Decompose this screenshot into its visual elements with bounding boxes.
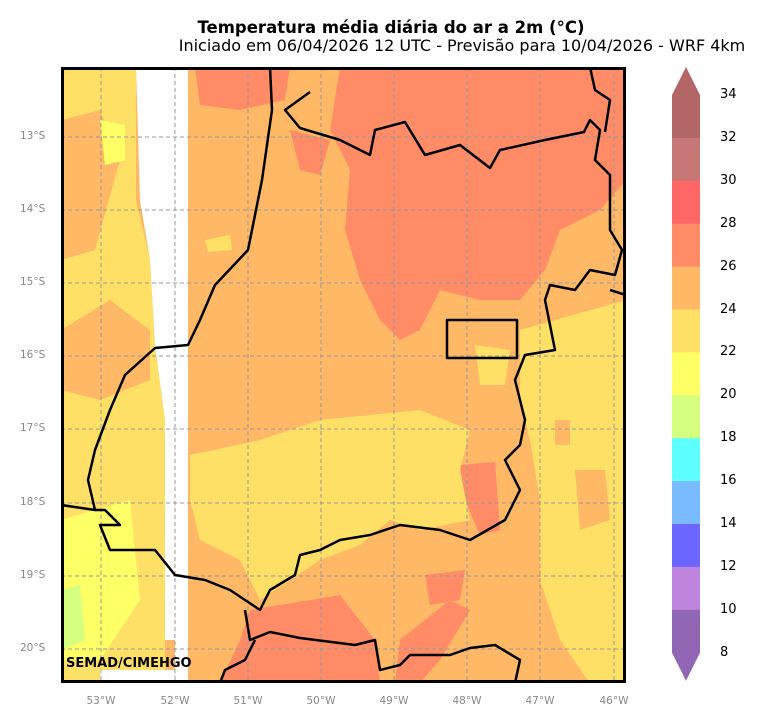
lon-label: 47°W (525, 695, 555, 707)
temp-field-26-28-northeast (330, 70, 623, 340)
colorbar-tick-label: 10 (720, 601, 737, 617)
lon-label: 46°W (599, 695, 629, 707)
goias-border (95, 90, 623, 612)
colorbar-segment (672, 481, 700, 525)
credit-label: SEMAD/CIMEHGO (66, 656, 192, 671)
lat-label: 15°S (20, 276, 46, 288)
lat-label: 17°S (20, 422, 46, 434)
colorbar-tick-label: 12 (720, 558, 737, 574)
lon-label: 51°W (233, 695, 263, 707)
temp-field-26-28-small (290, 130, 330, 175)
colorbar-tick-label: 20 (720, 387, 737, 403)
temp-field-22-24-small (475, 345, 510, 385)
colorbar-tick-label: 8 (720, 644, 729, 660)
temp-field-22-24-central (190, 410, 470, 600)
no-data-corner (100, 670, 180, 680)
colorbar-segment (672, 352, 700, 396)
figure-title: Temperatura média diária do ar a 2m (°C) (197, 18, 585, 37)
colorbar-segment (672, 266, 700, 310)
state-borders (64, 70, 623, 680)
lat-label: 18°S (20, 496, 46, 508)
temp-field-26-28-north (195, 70, 290, 110)
temp-field-26-28-east (460, 462, 500, 535)
colorbar-tick-label: 32 (720, 129, 737, 145)
temp-field-18-20 (64, 585, 85, 649)
colorbar-segment (672, 137, 700, 182)
east-border (609, 288, 623, 296)
colorbar-tick-label: 16 (720, 473, 737, 489)
lon-label: 50°W (306, 695, 336, 707)
temp-field-26-28-south3 (425, 570, 465, 605)
colorbar-tick-label: 24 (720, 301, 737, 317)
colorbar-tick-label: 28 (720, 215, 737, 231)
lon-label: 48°W (452, 695, 482, 707)
figure-subtitle: Iniciado em 06/04/2026 12 UTC - Previsão… (178, 36, 746, 55)
northeast-border (589, 70, 612, 133)
lat-label: 20°S (20, 642, 46, 654)
lat-label: 13°S (20, 130, 46, 142)
colorbar-over-arrow (672, 67, 700, 95)
temp-field-22-24-spot (205, 235, 232, 252)
temp-field-22-24-east (520, 300, 623, 680)
colorbar-tick-label: 26 (720, 258, 737, 274)
temperature-map (61, 67, 626, 683)
federal-district-border (445, 318, 519, 360)
lon-label: 53°W (86, 695, 116, 707)
colorbar-segment (672, 609, 700, 654)
colorbar-tick-label: 18 (720, 430, 737, 446)
colorbar-segment (672, 438, 700, 482)
lon-label: 49°W (379, 695, 409, 707)
lon-label: 52°W (160, 695, 190, 707)
lat-label: 19°S (20, 569, 46, 581)
colorbar-segment (672, 566, 700, 611)
southern-border (243, 609, 522, 680)
lat-label: 14°S (20, 203, 46, 215)
colorbar-tick-label: 34 (720, 87, 737, 102)
lat-label: 16°S (20, 349, 46, 361)
temp-field-24-26-east (555, 420, 570, 445)
map-canvas (64, 70, 623, 680)
temp-field-24-26-west2 (64, 300, 150, 400)
graticule (64, 70, 623, 680)
colorbar-under-arrow (672, 652, 700, 681)
colorbar-tick-label: 22 (720, 344, 737, 360)
colorbar-tick-label: 14 (720, 516, 737, 531)
colorbar-segment (672, 395, 700, 439)
colorbar-segment (672, 180, 700, 225)
colorbar (672, 67, 700, 681)
colorbar-tick-label: 30 (720, 172, 737, 188)
temp-field-24-26-east2 (575, 470, 610, 530)
colorbar-segment (672, 309, 700, 353)
colorbar-segment (672, 95, 700, 139)
temp-field-26-28-south2 (395, 600, 470, 680)
colorbar-segment (672, 524, 700, 568)
goias-west-border (64, 70, 274, 512)
temp-field-20-22-nw (100, 120, 125, 165)
colorbar-segment (672, 223, 700, 268)
southwest-border (219, 639, 257, 680)
